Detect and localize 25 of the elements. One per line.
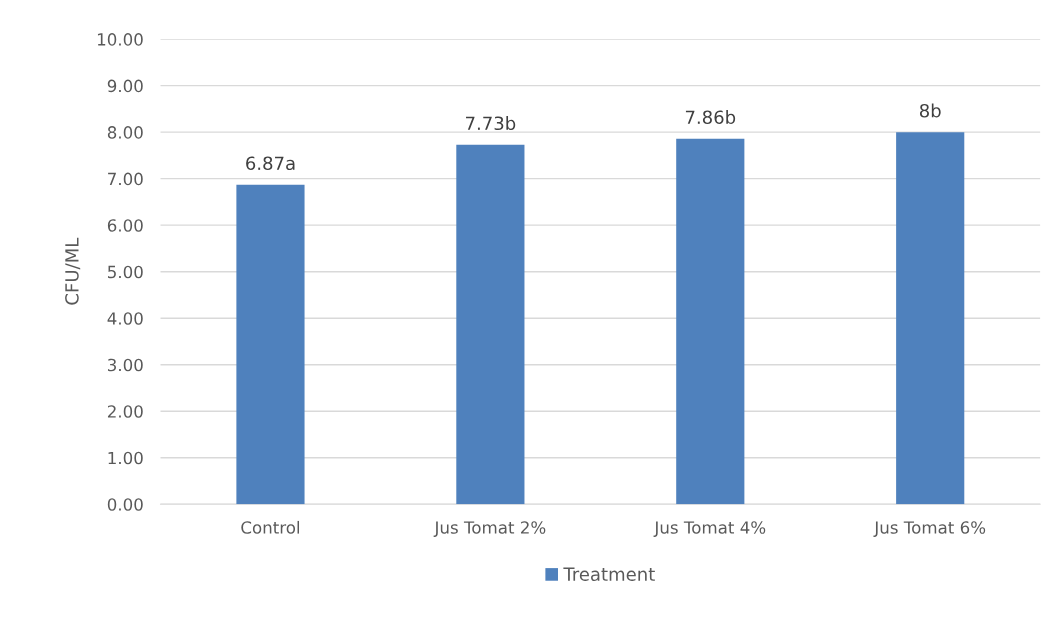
bar <box>456 144 525 505</box>
y-tick-label: 9.00 <box>107 79 143 93</box>
y-axis-title: CFU/ML <box>65 237 81 305</box>
y-tick-label: 3.00 <box>108 358 143 372</box>
bar <box>896 132 965 505</box>
x-tick-label: Jus Tomat 4% <box>653 521 766 537</box>
data-label: 8b <box>919 103 941 118</box>
x-tick-label: Jus Tomat 2% <box>433 521 546 537</box>
data-label: 6.87a <box>246 156 295 171</box>
y-tick-label: 5.00 <box>108 265 143 279</box>
y-tick-label: 1.00 <box>108 451 143 465</box>
data-label: 7.86b <box>685 110 736 125</box>
y-tick-label: 7.00 <box>108 172 143 186</box>
y-tick-label: 6.00 <box>107 219 143 232</box>
x-tick-label: Control <box>241 520 300 534</box>
y-tick-label: 10.00 <box>97 33 143 46</box>
bar <box>236 184 305 505</box>
legend-label: Treatment <box>563 567 655 581</box>
x-tick-label: Jus Tomat 6% <box>873 521 986 537</box>
y-tick-label: 4.00 <box>107 312 143 325</box>
y-tick-label: 0.00 <box>107 498 143 511</box>
bar <box>676 138 745 505</box>
data-label: 7.73b <box>466 116 516 131</box>
y-tick-label: 2.00 <box>107 405 143 418</box>
y-tick-label: 8.00 <box>107 126 143 139</box>
